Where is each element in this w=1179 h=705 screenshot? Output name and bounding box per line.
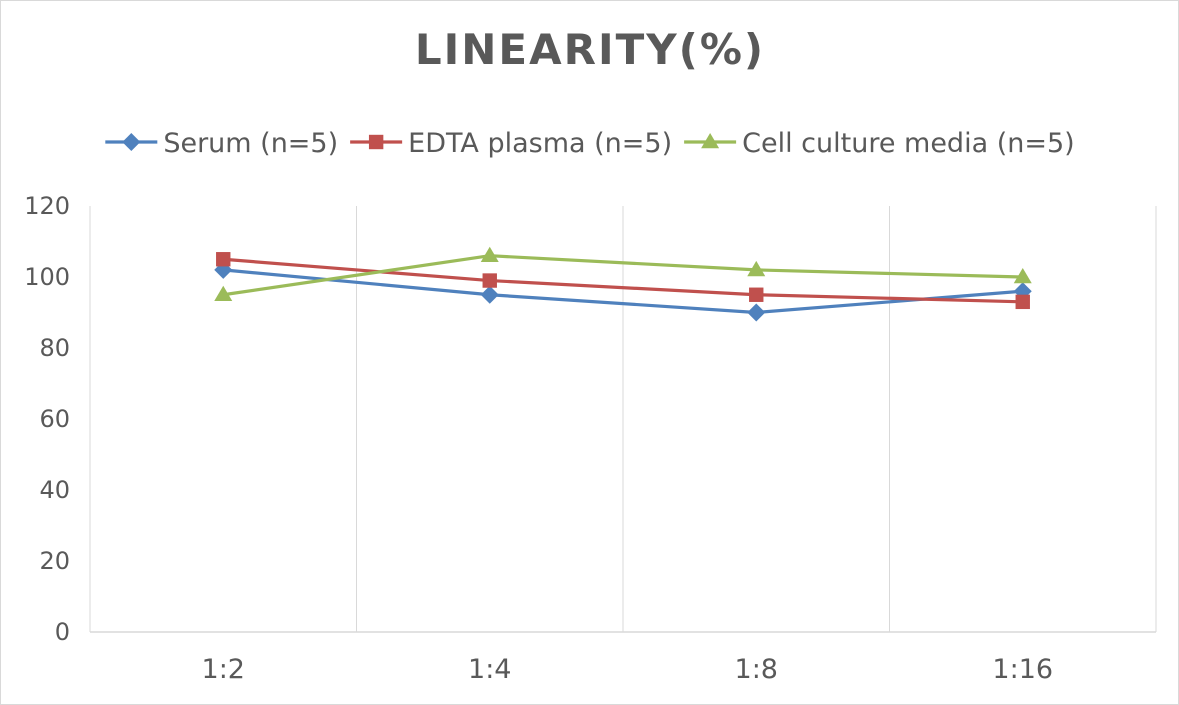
data-point-3-1-2 — [214, 285, 233, 302]
series-layer — [214, 246, 1032, 322]
legend-label: Serum (n=5) — [163, 128, 338, 159]
y-tick-label: 120 — [24, 192, 70, 220]
gridlines — [89, 206, 1157, 633]
x-tick-label: 1:2 — [202, 654, 245, 685]
x-tick-label: 1:8 — [735, 654, 778, 685]
data-point-3-1-16 — [1013, 268, 1032, 284]
y-axis: 0 20 40 60 80 100 120 — [24, 192, 70, 646]
series-line-2 — [221, 257, 1025, 304]
data-point-2-1-8 — [749, 287, 764, 302]
data-point-2-1-2 — [216, 252, 231, 267]
y-tick-label: 40 — [39, 476, 70, 504]
x-tick-label: 1:16 — [992, 654, 1053, 685]
legend-item-1: Serum (n=5) — [105, 128, 338, 159]
series-line-1 — [221, 268, 1025, 315]
x-tick-label: 1:4 — [468, 654, 511, 685]
y-tick-label: 20 — [39, 547, 70, 575]
legend-item-2: EDTA plasma (n=5) — [350, 128, 672, 159]
data-point-1-1-8 — [747, 303, 766, 322]
y-tick-label: 0 — [55, 618, 70, 646]
y-tick-label: 60 — [39, 405, 70, 433]
data-point-2-1-4 — [482, 273, 497, 288]
legend: Serum (n=5) EDTA plasma (n=5) Cell culture… — [105, 128, 1075, 159]
data-point-1-1-4 — [480, 285, 499, 304]
legend-marker — [368, 134, 384, 150]
data-point-3-1-4 — [480, 246, 499, 262]
y-tick-label: 100 — [24, 263, 70, 291]
legend-marker — [122, 133, 141, 151]
y-tick-label: 80 — [39, 334, 70, 362]
data-point-3-1-8 — [747, 260, 766, 277]
legend-item-3: Cell culture media (n=5) — [684, 128, 1075, 159]
legend-label: Cell culture media (n=5) — [742, 128, 1075, 159]
data-point-2-1-16 — [1015, 294, 1030, 310]
chart-title: LINEARITY(%) — [415, 25, 765, 74]
legend-label: EDTA plasma (n=5) — [408, 128, 672, 159]
legend-marker — [701, 133, 720, 149]
x-axis: 1:2 1:4 1:8 1:16 — [202, 654, 1054, 685]
series-line-3 — [221, 254, 1025, 297]
